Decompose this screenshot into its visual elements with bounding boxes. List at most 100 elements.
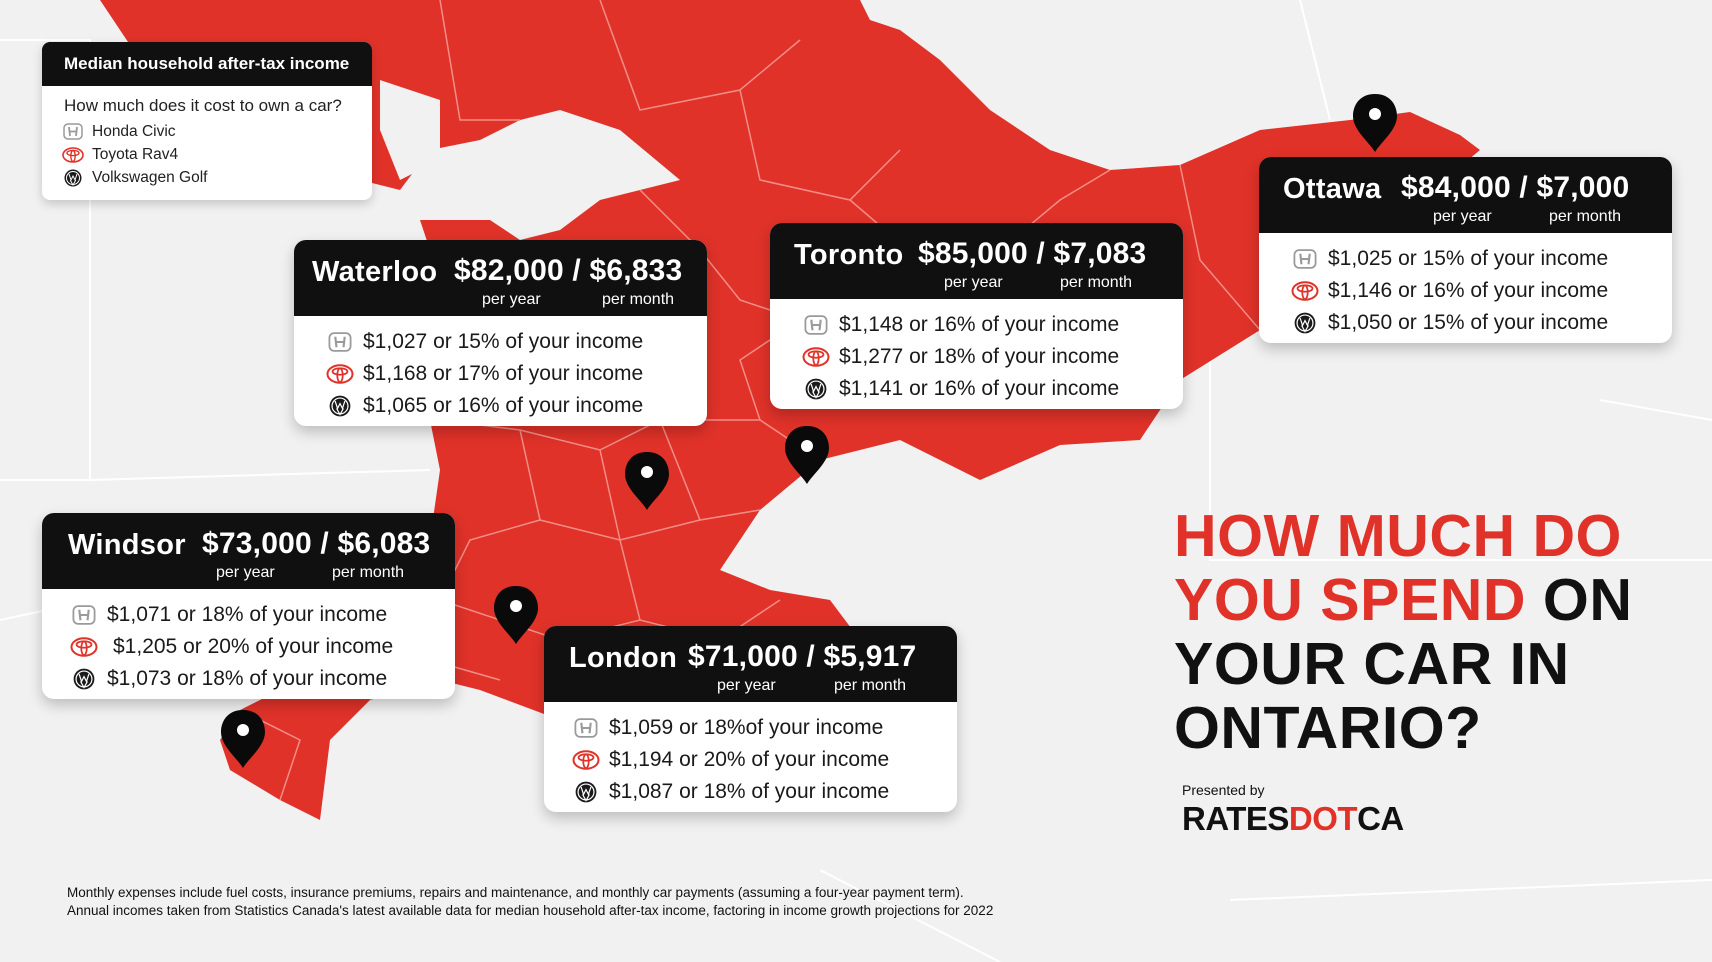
ratesdotca-logo[interactable]: RATESDOTCA (1182, 800, 1404, 838)
cost-text: $1,025 or 15% of your income (1328, 247, 1609, 270)
cost-row-honda: $1,059 or 18%of your income (572, 712, 957, 744)
cost-text: $1,194 or 20% of your income (609, 748, 890, 771)
pin-london[interactable] (494, 586, 538, 644)
income-amounts: $73,000 / $6,083 (202, 527, 431, 560)
per-year-label: per year (482, 291, 541, 308)
city-card-london: London $71,000 / $5,917 per year per mon… (544, 626, 957, 812)
brand-part-dot: DOT (1288, 800, 1358, 837)
cost-text: $1,087 or 18% of your income (609, 780, 890, 803)
honda-logo-icon (62, 123, 84, 141)
cost-row-toyota: $1,168 or 17% of your income (326, 358, 707, 390)
honda-logo-icon (1291, 248, 1319, 270)
honda-logo-icon (572, 717, 600, 739)
brand-part-rates: RATES (1182, 800, 1289, 837)
cost-row-toyota: $1,146 or 16% of your income (1291, 275, 1672, 307)
card-header: London $71,000 / $5,917 per year per mon… (544, 626, 957, 702)
card-header: Windsor $73,000 / $6,083 per year per mo… (42, 513, 455, 589)
cost-row-honda: $1,027 or 15% of your income (326, 326, 707, 358)
legend-label: Honda Civic (92, 122, 176, 140)
toyota-logo-icon (572, 749, 600, 771)
city-name: Windsor (68, 529, 186, 561)
volkswagen-logo-icon (1291, 312, 1319, 334)
legend-question: How much does it cost to own a car? (64, 96, 342, 115)
footnote-line-1: Monthly expenses include fuel costs, ins… (67, 885, 964, 900)
cost-row-honda: $1,071 or 18% of your income (70, 599, 455, 631)
cost-text: $1,168 or 17% of your income (363, 362, 644, 385)
volkswagen-logo-icon (70, 668, 98, 690)
legend-title: Median household after-tax income (42, 42, 372, 86)
per-year-label: per year (216, 564, 275, 581)
per-month-label: per month (332, 564, 405, 581)
cost-row-toyota: $1,205 or 20% of your income (70, 631, 455, 663)
city-name: Toronto (794, 239, 904, 271)
cost-text: $1,205 or 20% of your income (113, 635, 394, 658)
card-header: Ottawa $84,000 / $7,000 per year per mon… (1259, 157, 1672, 233)
cost-row-toyota: $1,194 or 20% of your income (572, 744, 957, 776)
cost-row-honda: $1,025 or 15% of your income (1291, 243, 1672, 275)
city-card-windsor: Windsor $73,000 / $6,083 per year per mo… (42, 513, 455, 699)
legend-label: Volkswagen Golf (92, 168, 208, 186)
cost-text: $1,050 or 15% of your income (1328, 311, 1609, 334)
city-name: Waterloo (312, 256, 438, 288)
cost-row-volkswagen: $1,087 or 18% of your income (572, 776, 957, 808)
cost-text: $1,141 or 16% of your income (839, 377, 1120, 400)
card-header: Toronto $85,000 / $7,083 per year per mo… (770, 223, 1183, 299)
honda-logo-icon (802, 314, 830, 336)
toyota-logo-icon (1291, 280, 1319, 302)
per-month-label: per month (834, 677, 907, 694)
cost-text: $1,148 or 16% of your income (839, 313, 1120, 336)
income-amounts: $71,000 / $5,917 (688, 640, 917, 673)
legend: Median household after-tax income How mu… (42, 42, 372, 200)
income-amounts: $82,000 / $6,833 (454, 254, 683, 287)
cost-text: $1,277 or 18% of your income (839, 345, 1120, 368)
footnote: Monthly expenses include fuel costs, ins… (67, 884, 993, 920)
cost-text: $1,065 or 16% of your income (363, 394, 644, 417)
toyota-logo-icon (70, 636, 98, 658)
headline-red-text: HOW MUCH DO YOU SPEND (1174, 503, 1622, 633)
cost-text: $1,073 or 18% of your income (107, 667, 388, 690)
volkswagen-logo-icon (326, 395, 354, 417)
volkswagen-logo-icon (572, 781, 600, 803)
per-year-label: per year (717, 677, 776, 694)
card-header: Waterloo $82,000 / $6,833 per year per m… (294, 240, 707, 316)
cost-row-honda: $1,148 or 16% of your income (802, 309, 1183, 341)
toyota-logo-icon (62, 146, 84, 164)
city-card-ottawa: Ottawa $84,000 / $7,000 per year per mon… (1259, 157, 1672, 343)
per-month-label: per month (602, 291, 675, 308)
cost-text: $1,146 or 16% of your income (1328, 279, 1609, 302)
pin-waterloo[interactable] (625, 452, 669, 510)
cost-text: $1,027 or 15% of your income (363, 330, 644, 353)
honda-logo-icon (326, 331, 354, 353)
toyota-logo-icon (326, 363, 354, 385)
legend-label: Toyota Rav4 (92, 145, 179, 163)
income-amounts: $85,000 / $7,083 (918, 237, 1147, 270)
income-amounts: $84,000 / $7,000 (1401, 171, 1630, 204)
footnote-line-2: Annual incomes taken from Statistics Can… (67, 903, 994, 918)
cost-row-toyota: $1,277 or 18% of your income (802, 341, 1183, 373)
city-name: Ottawa (1283, 173, 1382, 205)
map-pins (221, 94, 1397, 768)
city-card-toronto: Toronto $85,000 / $7,083 per year per mo… (770, 223, 1183, 409)
per-month-label: per month (1060, 274, 1133, 291)
cost-row-volkswagen: $1,141 or 16% of your income (802, 373, 1183, 405)
cost-row-volkswagen: $1,065 or 16% of your income (326, 390, 707, 422)
presented-by-label: Presented by (1182, 782, 1265, 798)
cost-row-volkswagen: $1,050 or 15% of your income (1291, 307, 1672, 339)
cost-text: $1,071 or 18% of your income (107, 603, 388, 626)
per-year-label: per year (944, 274, 1003, 291)
pin-ottawa[interactable] (1353, 94, 1397, 152)
toyota-logo-icon (802, 346, 830, 368)
brand-part-ca: CA (1357, 800, 1404, 837)
headline-black-text: ON YOUR CAR IN ONTARIO? (1174, 567, 1633, 761)
pin-toronto[interactable] (785, 426, 829, 484)
volkswagen-logo-icon (62, 169, 84, 187)
pin-windsor[interactable] (221, 710, 265, 768)
volkswagen-logo-icon (802, 378, 830, 400)
city-name: London (569, 642, 678, 674)
cost-text: $1,059 or 18%of your income (609, 716, 884, 739)
per-year-label: per year (1433, 208, 1492, 225)
headline: HOW MUCH DO YOU SPEND ON YOUR CAR IN ONT… (1174, 504, 1694, 760)
legend-item-volkswagen: Volkswagen Golf (42, 166, 372, 189)
cost-row-volkswagen: $1,073 or 18% of your income (70, 663, 455, 695)
